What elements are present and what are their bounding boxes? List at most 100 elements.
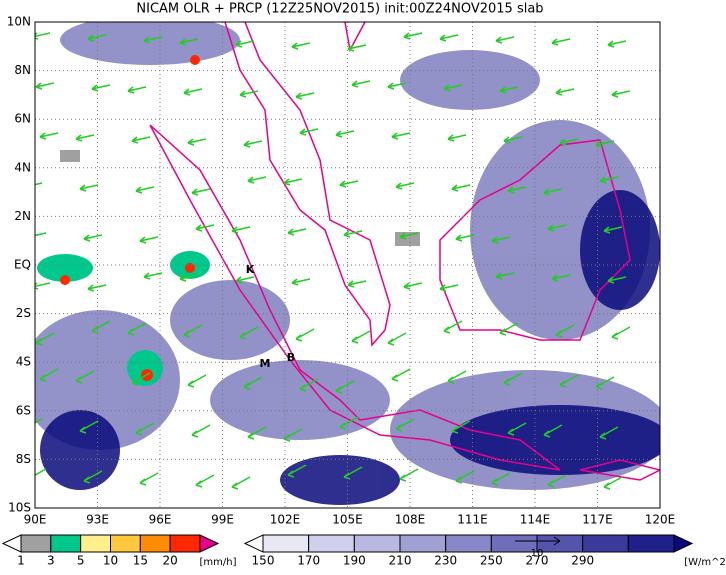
- wind-arrow: [75, 370, 95, 384]
- wind-arrow: [139, 472, 159, 486]
- y-axis-label: 4N: [14, 160, 31, 174]
- legend-swatch: [536, 534, 584, 553]
- wind-arrow: [131, 136, 151, 144]
- legend-label: 210: [389, 554, 412, 568]
- legend-label: 270: [526, 554, 549, 568]
- wind-arrow: [231, 476, 251, 490]
- legend-swatch: [50, 534, 82, 553]
- wind-arrow: [235, 276, 255, 284]
- wind-arrow: [287, 228, 307, 236]
- legend-label: 250: [480, 554, 503, 568]
- legend-unit: [W/m^2]: [684, 557, 726, 568]
- wind-arrow: [603, 476, 623, 490]
- wind-arrow: [143, 36, 163, 44]
- wind-arrow: [391, 368, 411, 382]
- wind-arrow: [79, 184, 99, 192]
- wind-arrow: [35, 182, 43, 186]
- wind-arrow: [611, 326, 631, 340]
- wind-arrow: [503, 372, 523, 386]
- legend-swatch: [627, 534, 675, 553]
- y-axis-label: 8S: [16, 452, 31, 466]
- wind-arrow: [499, 322, 519, 336]
- wind-arrow: [335, 380, 355, 394]
- wind-arrow: [451, 184, 471, 192]
- legend-label: 5: [77, 554, 85, 568]
- wind-arrow: [235, 40, 255, 48]
- wind-arrow: [551, 38, 571, 46]
- wind-arrow: [291, 278, 311, 286]
- wind-arrow: [39, 132, 59, 140]
- legend-swatch: [445, 534, 492, 553]
- station-marker: B: [287, 351, 295, 364]
- wind-arrow: [391, 132, 411, 140]
- wind-arrow: [83, 470, 103, 484]
- wind-arrow: [191, 188, 211, 196]
- wind-arrow: [231, 226, 251, 234]
- legend-swatch: [353, 534, 401, 553]
- legend-swatch: [169, 534, 201, 553]
- wind-arrow: [35, 32, 51, 40]
- wind-arrow: [83, 234, 103, 242]
- wind-arrow: [87, 34, 107, 42]
- wind-arrow: [35, 232, 47, 237]
- wind-arrow: [299, 128, 319, 136]
- wind-arrow: [179, 274, 199, 282]
- y-axis-label: 6S: [16, 403, 31, 417]
- y-axis-label: 10N: [7, 15, 31, 29]
- legend-swatch: [308, 534, 355, 553]
- title: NICAM OLR + PRCP (12Z25NOV2015) init:00Z…: [136, 2, 543, 17]
- legend-label: 15: [133, 554, 148, 568]
- vector-scale-arrow: [515, 536, 561, 546]
- wind-arrow: [387, 82, 407, 90]
- wind-arrow: [191, 424, 211, 438]
- wind-arrow: [451, 420, 471, 434]
- wind-arrow: [243, 140, 263, 148]
- wind-arrow: [295, 92, 315, 100]
- legend-triangle: [199, 534, 220, 553]
- y-axis-label: EQ: [14, 258, 31, 272]
- legend-swatch: [262, 534, 310, 553]
- wind-arrow: [131, 372, 151, 386]
- y-axis-label: 4S: [16, 355, 31, 369]
- wind-arrow: [595, 376, 615, 390]
- legend-triangle: [243, 534, 264, 553]
- legend-swatch: [110, 534, 141, 553]
- wind-arrow: [39, 368, 59, 382]
- wind-arrow: [387, 332, 407, 346]
- legend-label: 1: [17, 554, 25, 568]
- wind-arrow: [79, 420, 99, 434]
- legend-swatch: [582, 534, 629, 553]
- x-axis-label: 102E: [270, 513, 301, 527]
- x-axis-label: 90E: [24, 513, 47, 527]
- wind-arrow: [291, 42, 311, 50]
- wind-arrow: [347, 44, 367, 52]
- wind-arrow: [495, 36, 515, 44]
- wind-arrow: [599, 426, 619, 440]
- x-axis-label: 93E: [86, 513, 109, 527]
- field: [35, 22, 660, 508]
- wind-arrow: [395, 418, 415, 432]
- wind-arrow: [455, 470, 475, 484]
- wind-arrow: [603, 226, 623, 234]
- y-axis-label: 6N: [14, 112, 31, 126]
- wind-arrow: [455, 234, 475, 242]
- wind-arrow: [351, 80, 371, 88]
- wind-arrow: [499, 86, 519, 94]
- legend-label: 150: [252, 554, 275, 568]
- wind-arrow: [547, 474, 567, 488]
- legend-triangle: [673, 534, 694, 553]
- wind-arrow: [295, 328, 315, 342]
- x-axis-label: 111E: [457, 513, 488, 527]
- legend-triangle: [1, 534, 22, 553]
- wind-arrow: [595, 140, 615, 148]
- wind-arrow: [239, 90, 259, 98]
- y-axis-label: 2N: [14, 209, 31, 223]
- wind-arrow: [543, 188, 563, 196]
- wind-arrow: [599, 176, 619, 184]
- wind-arrow: [443, 84, 463, 92]
- wind-arrow: [339, 416, 359, 430]
- wind-arrow: [543, 424, 563, 438]
- wind-arrow: [35, 282, 51, 290]
- wind-arrow: [287, 464, 307, 478]
